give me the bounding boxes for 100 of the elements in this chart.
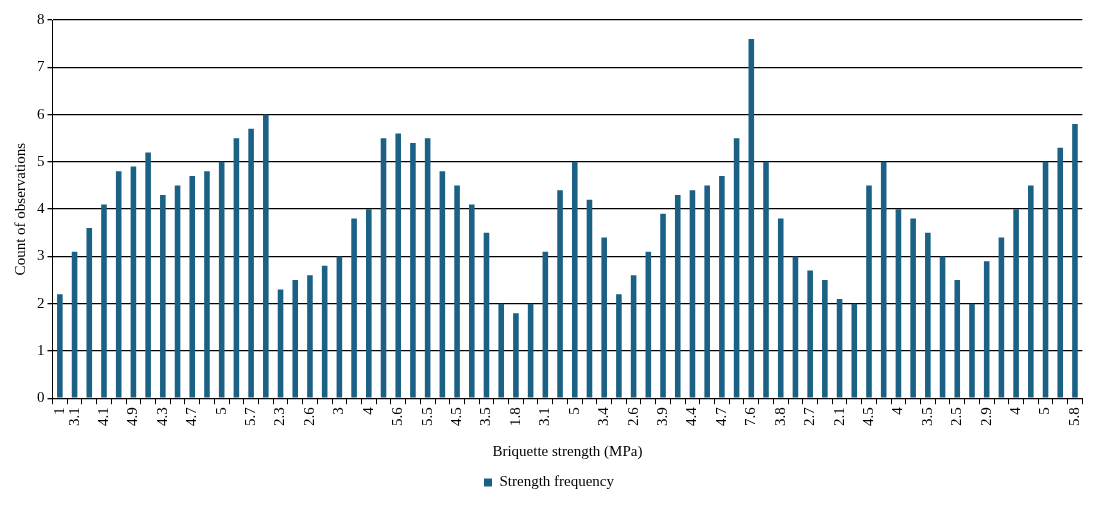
x-tick-label: 5.6 <box>389 406 406 426</box>
bar <box>969 303 975 398</box>
bar <box>321 265 328 398</box>
bar <box>101 204 107 398</box>
bar <box>939 256 946 398</box>
bar <box>1057 147 1064 398</box>
bar <box>160 194 166 398</box>
bar <box>866 185 872 398</box>
x-tick-label: 4.5 <box>448 407 465 426</box>
x-tick-label: 2.3 <box>271 407 288 426</box>
x-tick-label: 5 <box>1036 407 1053 415</box>
bar <box>366 209 372 398</box>
bar <box>189 176 196 398</box>
bar <box>1072 124 1078 398</box>
bar <box>792 256 799 398</box>
bar <box>218 161 225 398</box>
x-tick-label: 5 <box>565 407 582 415</box>
bar <box>763 161 769 398</box>
x-tick-label: 3.4 <box>595 406 612 426</box>
x-tick-label: 3.5 <box>477 407 494 426</box>
x-tick-label: 4.4 <box>683 406 700 426</box>
bar <box>351 218 357 398</box>
bar <box>983 261 990 398</box>
y-tick-label: 2 <box>37 294 45 311</box>
bar <box>925 232 931 398</box>
y-axis-title: Count of observations <box>11 142 28 276</box>
y-tick-label: 4 <box>37 200 45 217</box>
legend-label: Strength frequency <box>499 473 615 490</box>
bar <box>571 161 578 398</box>
bar <box>807 270 813 398</box>
bar <box>998 237 1005 398</box>
bar <box>880 161 887 398</box>
bar <box>145 152 151 398</box>
x-tick-label: 5.7 <box>242 406 259 426</box>
x-tick-label: 4.3 <box>153 407 170 426</box>
x-tick-label: 4.1 <box>94 407 111 426</box>
bar <box>704 185 710 398</box>
bar <box>630 275 637 398</box>
x-tick-label: 5.8 <box>1065 407 1082 426</box>
bar <box>233 138 240 398</box>
bar <box>263 114 269 398</box>
bar <box>777 218 784 398</box>
x-tick-label: 4.5 <box>859 407 876 426</box>
bar <box>292 280 299 398</box>
bar <box>557 190 563 398</box>
bar <box>439 171 446 398</box>
bar <box>733 138 740 398</box>
x-tick-label: 2.6 <box>624 406 641 426</box>
bar <box>498 303 504 398</box>
bar <box>851 303 858 398</box>
bar <box>689 190 696 398</box>
x-tick-label: 4.7 <box>183 406 200 426</box>
y-tick-label: 6 <box>37 105 45 122</box>
x-tick-label: 1 <box>50 407 67 415</box>
x-tick-label: 2.7 <box>801 406 818 426</box>
x-axis-title: Briquette strength (MPa) <box>492 442 643 460</box>
bar <box>395 133 402 398</box>
y-tick-label: 3 <box>37 247 45 264</box>
x-tick-label: 2.1 <box>830 407 847 426</box>
x-tick-label: 7.6 <box>742 406 759 426</box>
bar <box>660 213 666 398</box>
x-tick-label: 3.1 <box>536 407 553 426</box>
bar <box>307 275 313 398</box>
bar <box>248 128 254 398</box>
bar <box>616 294 622 398</box>
x-tick-label: 1.8 <box>506 407 523 426</box>
bar <box>822 280 828 398</box>
x-tick-label: 4.9 <box>124 407 141 426</box>
bar <box>513 313 519 398</box>
x-tick-label: 4 <box>1007 406 1024 415</box>
bar <box>115 171 122 398</box>
bar <box>601 237 607 398</box>
bar <box>174 185 181 398</box>
y-tick-label: 5 <box>37 152 45 169</box>
bar <box>57 294 63 398</box>
y-tick-label: 1 <box>37 341 45 358</box>
y-tick-label: 8 <box>37 10 45 27</box>
bar <box>410 142 416 398</box>
x-tick-label: 3.1 <box>65 407 82 426</box>
bar <box>674 194 681 398</box>
bar <box>748 38 755 398</box>
x-tick-label: 2.5 <box>948 407 965 426</box>
bar <box>86 228 93 398</box>
bar <box>895 209 902 398</box>
x-tick-label: 4.7 <box>712 406 729 426</box>
bar <box>954 280 961 398</box>
bar <box>468 204 475 398</box>
bar <box>424 138 431 398</box>
x-tick-label: 3.5 <box>918 407 935 426</box>
x-tick-label: 2.9 <box>977 407 994 426</box>
bar <box>336 256 343 398</box>
x-tick-label: 3 <box>330 407 347 415</box>
bar <box>910 218 916 398</box>
bar <box>719 176 725 398</box>
bar <box>527 303 534 398</box>
bar <box>836 298 843 398</box>
x-tick-label: 4 <box>889 406 906 415</box>
bar <box>380 138 387 398</box>
y-tick-label: 7 <box>37 58 45 75</box>
bar <box>1042 161 1049 398</box>
